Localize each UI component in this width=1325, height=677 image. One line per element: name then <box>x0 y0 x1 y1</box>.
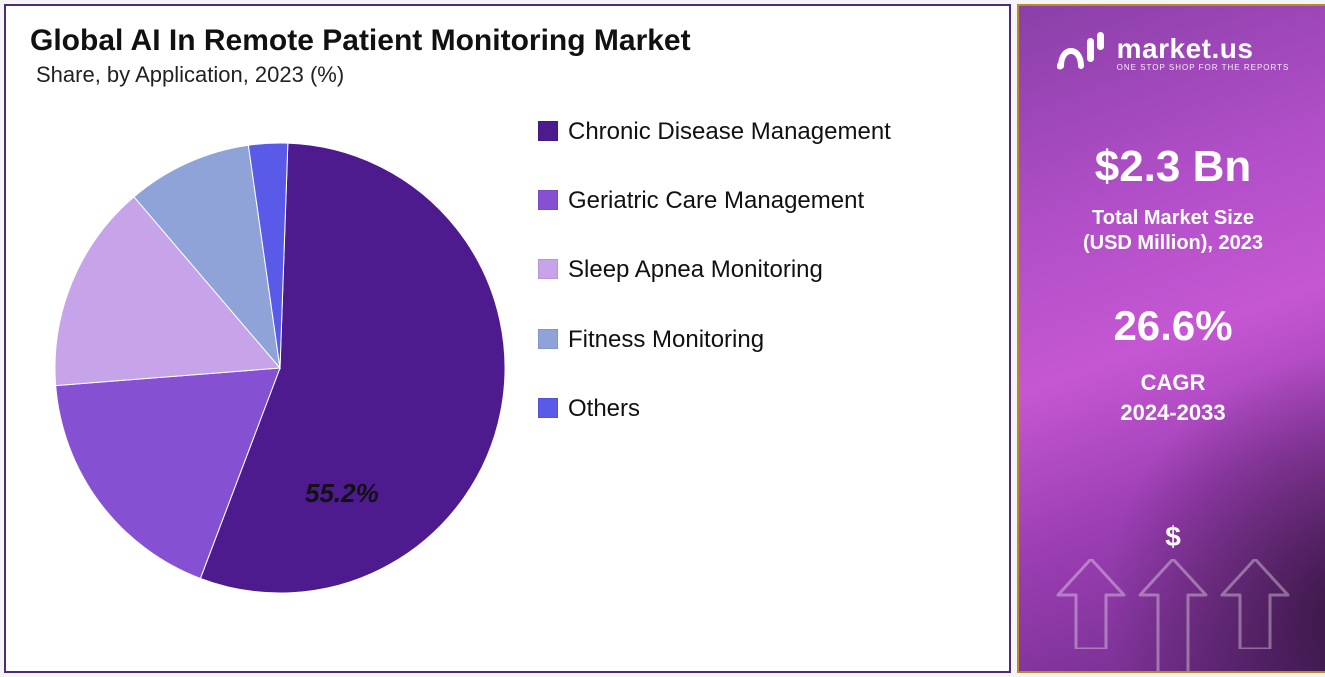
stat-cagr-value: 26.6% <box>1031 302 1315 350</box>
chart-panel: Global AI In Remote Patient Monitoring M… <box>4 4 1011 673</box>
chart-title: Global AI In Remote Patient Monitoring M… <box>30 24 985 58</box>
pie-chart: 55.2% <box>30 98 510 618</box>
brand-tagline: ONE STOP SHOP FOR THE REPORTS <box>1117 63 1290 72</box>
legend-swatch <box>538 259 558 279</box>
brand-name: market.us <box>1117 33 1290 65</box>
pie-svg <box>30 98 510 618</box>
legend-swatch <box>538 329 558 349</box>
legend-label: Others <box>568 393 640 424</box>
infographic-root: Global AI In Remote Patient Monitoring M… <box>4 4 1325 673</box>
legend-swatch <box>538 190 558 210</box>
up-arrow-icon <box>1136 559 1210 673</box>
stats-panel: market.us ONE STOP SHOP FOR THE REPORTS … <box>1017 4 1325 673</box>
brand-text: market.us ONE STOP SHOP FOR THE REPORTS <box>1117 33 1290 72</box>
legend-label: Geriatric Care Management <box>568 185 864 216</box>
legend-item: Chronic Disease Management <box>538 116 985 147</box>
up-arrow-icon <box>1218 559 1292 673</box>
legend-label: Fitness Monitoring <box>568 324 764 355</box>
up-arrow-icon <box>1054 559 1128 673</box>
legend-item: Others <box>538 393 985 424</box>
legend-item: Geriatric Care Management <box>538 185 985 216</box>
chart-subtitle: Share, by Application, 2023 (%) <box>36 62 985 88</box>
legend-label: Sleep Apnea Monitoring <box>568 254 823 285</box>
stat-cagr-label: CAGR 2024-2033 <box>1031 368 1315 427</box>
dollar-icon: $ <box>1165 521 1181 553</box>
legend-swatch <box>538 398 558 418</box>
legend-label: Chronic Disease Management <box>568 116 891 147</box>
stat-market-size-value: $2.3 Bn <box>1031 142 1315 192</box>
arrows-decoration <box>1019 559 1325 673</box>
legend-item: Fitness Monitoring <box>538 324 985 355</box>
legend: Chronic Disease Management Geriatric Care… <box>510 98 985 424</box>
legend-item: Sleep Apnea Monitoring <box>538 254 985 285</box>
brand-logo-icon <box>1057 32 1107 72</box>
pie-slice-label: 55.2% <box>305 478 379 509</box>
legend-swatch <box>538 121 558 141</box>
chart-row: 55.2% Chronic Disease Management Geriatri… <box>30 98 985 638</box>
brand: market.us ONE STOP SHOP FOR THE REPORTS <box>1031 32 1315 72</box>
stat-market-size-label: Total Market Size (USD Million), 2023 <box>1031 206 1315 256</box>
